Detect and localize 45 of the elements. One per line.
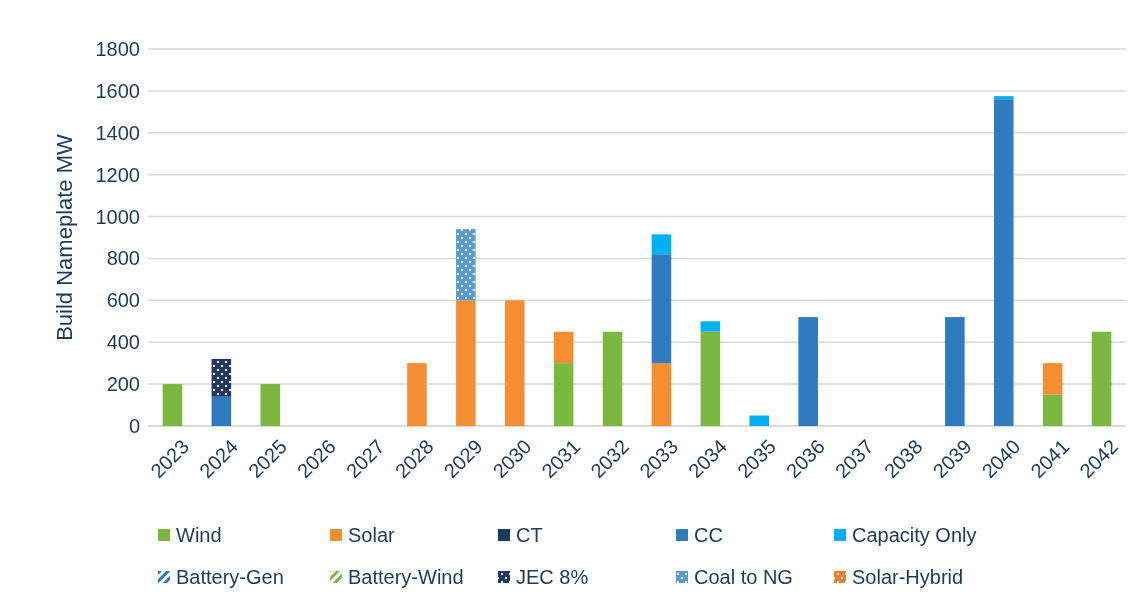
bar bbox=[211, 396, 232, 426]
bar bbox=[504, 300, 525, 426]
bar bbox=[1091, 331, 1112, 426]
bar bbox=[553, 363, 574, 426]
legend-label: Battery-Gen bbox=[176, 566, 284, 588]
y-tick-label: 1800 bbox=[95, 38, 140, 60]
bar bbox=[993, 96, 1014, 100]
bar bbox=[749, 415, 770, 426]
legend-label: CC bbox=[694, 524, 723, 546]
bar bbox=[211, 358, 232, 397]
bar bbox=[456, 300, 476, 426]
bar bbox=[602, 331, 623, 426]
bar bbox=[700, 321, 721, 332]
legend-label: JEC 8% bbox=[516, 566, 589, 588]
y-tick-label: 800 bbox=[106, 247, 140, 270]
bar bbox=[993, 99, 1014, 426]
bar bbox=[1042, 394, 1063, 426]
y-tick-label: 200 bbox=[106, 373, 140, 396]
legend-label: CT bbox=[516, 524, 543, 546]
bar bbox=[798, 317, 818, 426]
legend-label: Wind bbox=[176, 524, 222, 546]
bar bbox=[162, 384, 183, 426]
bar bbox=[651, 234, 672, 255]
y-tick-label: 1200 bbox=[95, 163, 140, 186]
y-tick-label: 0 bbox=[128, 415, 140, 437]
y-tick-label: 1400 bbox=[95, 121, 140, 144]
bar bbox=[651, 254, 672, 364]
bar bbox=[945, 317, 965, 426]
bar bbox=[260, 384, 281, 426]
bar bbox=[407, 363, 427, 426]
legend-label: Battery-Wind bbox=[348, 566, 464, 588]
bar bbox=[553, 331, 574, 364]
bar bbox=[651, 363, 672, 426]
bar bbox=[456, 229, 476, 301]
y-axis-title: Build Nameplate MW bbox=[52, 133, 77, 341]
bar bbox=[700, 331, 721, 426]
legend-label: Solar bbox=[348, 524, 396, 546]
legend-label: Coal to NG bbox=[694, 566, 793, 588]
y-tick-label: 1600 bbox=[95, 79, 140, 102]
legend-label: Solar-Hybrid bbox=[852, 566, 964, 588]
bar bbox=[1042, 363, 1063, 395]
y-tick-label: 600 bbox=[106, 289, 140, 312]
legend-label: Capacity Only bbox=[852, 524, 977, 546]
y-tick-label: 400 bbox=[106, 331, 140, 354]
y-tick-label: 1000 bbox=[95, 205, 140, 228]
